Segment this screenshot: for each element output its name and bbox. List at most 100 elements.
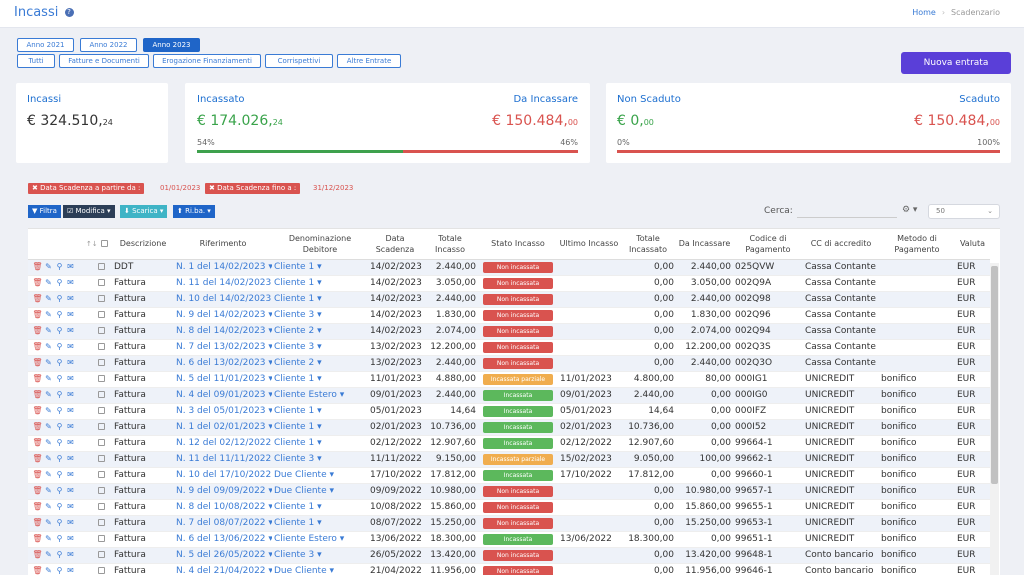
row-select-cell[interactable]: [96, 547, 112, 564]
paperclip-icon[interactable]: ⚲: [56, 470, 63, 479]
row-select-cell[interactable]: [96, 259, 112, 276]
envelope-icon[interactable]: ✉: [67, 310, 74, 319]
col-descrizione[interactable]: Descrizione: [112, 229, 174, 260]
trash-icon[interactable]: 🗑: [32, 454, 43, 463]
row-checkbox[interactable]: [98, 407, 105, 414]
new-entry-button[interactable]: Nuova entrata: [901, 52, 1011, 74]
row-select-cell[interactable]: [96, 563, 112, 575]
trash-icon[interactable]: 🗑: [32, 262, 43, 271]
debitore-link[interactable]: Cliente 2: [274, 326, 315, 336]
caret-down-icon[interactable]: ▾: [268, 326, 272, 336]
row-select-cell[interactable]: [96, 451, 112, 468]
caret-down-icon[interactable]: ▾: [339, 534, 345, 544]
debitore-link[interactable]: Cliente 1: [274, 294, 315, 304]
row-select-cell[interactable]: [96, 387, 112, 404]
row-select-cell[interactable]: [96, 483, 112, 500]
table-scrollbar-thumb[interactable]: [991, 266, 998, 484]
cell-debitore[interactable]: Due Cliente ▾: [272, 467, 368, 484]
cell-debitore[interactable]: Cliente 1 ▾: [272, 275, 368, 292]
col-da-incassare[interactable]: Da Incassare: [676, 229, 733, 260]
trash-icon[interactable]: 🗑: [32, 550, 43, 559]
caret-down-icon[interactable]: ▾: [317, 550, 322, 560]
debitore-link[interactable]: Cliente 3: [274, 454, 315, 464]
paperclip-icon[interactable]: ⚲: [56, 342, 63, 351]
riferimento-link[interactable]: N. 6 del 13/02/2023: [176, 358, 266, 368]
row-checkbox[interactable]: [98, 439, 105, 446]
riferimento-link[interactable]: N. 10 del 17/10/2022: [176, 470, 272, 480]
col-valuta[interactable]: Valuta: [955, 229, 990, 260]
paperclip-icon[interactable]: ⚲: [56, 294, 63, 303]
edit-icon[interactable]: ✎: [45, 550, 52, 559]
edit-icon[interactable]: ✎: [45, 310, 52, 319]
cell-riferimento[interactable]: N. 7 del 13/02/2023 ▾: [174, 339, 272, 356]
debitore-link[interactable]: Cliente 1: [274, 422, 315, 432]
riferimento-link[interactable]: N. 1 del 14/02/2023: [176, 262, 266, 272]
caret-down-icon[interactable]: ▾: [268, 534, 272, 544]
cell-debitore[interactable]: Cliente 1 ▾: [272, 419, 368, 436]
riferimento-link[interactable]: N. 5 del 26/05/2022: [176, 550, 266, 560]
paperclip-icon[interactable]: ⚲: [56, 326, 63, 335]
caret-down-icon[interactable]: ▾: [268, 262, 272, 272]
cell-riferimento[interactable]: N. 7 del 08/07/2022 ▾: [174, 515, 272, 532]
caret-down-icon[interactable]: ▾: [317, 278, 322, 288]
row-checkbox[interactable]: [98, 327, 105, 334]
caret-down-icon[interactable]: ▾: [268, 374, 272, 384]
cell-riferimento[interactable]: N. 6 del 13/02/2023 ▾: [174, 355, 272, 372]
trash-icon[interactable]: 🗑: [32, 566, 43, 575]
paperclip-icon[interactable]: ⚲: [56, 486, 63, 495]
paperclip-icon[interactable]: ⚲: [56, 390, 63, 399]
envelope-icon[interactable]: ✉: [67, 470, 74, 479]
edit-icon[interactable]: ✎: [45, 390, 52, 399]
row-checkbox[interactable]: [98, 519, 105, 526]
trash-icon[interactable]: 🗑: [32, 278, 43, 287]
debitore-link[interactable]: Cliente 3: [274, 310, 315, 320]
envelope-icon[interactable]: ✉: [67, 566, 74, 575]
paperclip-icon[interactable]: ⚲: [56, 550, 63, 559]
edit-icon[interactable]: ✎: [45, 294, 52, 303]
edit-dropdown-button[interactable]: ☑ Modifica ▾: [63, 205, 115, 218]
row-checkbox[interactable]: [98, 263, 105, 270]
filter-date-to-tag[interactable]: ✖ Data Scadenza fino a :: [205, 183, 301, 194]
edit-icon[interactable]: ✎: [45, 454, 52, 463]
trash-icon[interactable]: 🗑: [32, 326, 43, 335]
cell-riferimento[interactable]: N. 4 del 21/04/2022 ▾: [174, 563, 272, 575]
caret-down-icon[interactable]: ▾: [268, 518, 272, 528]
row-select-cell[interactable]: [96, 323, 112, 340]
edit-icon[interactable]: ✎: [45, 358, 52, 367]
type-altre-entrate-button[interactable]: Altre Entrate: [337, 54, 401, 68]
debitore-link[interactable]: Cliente 3: [274, 342, 315, 352]
cell-debitore[interactable]: Cliente 1 ▾: [272, 371, 368, 388]
row-checkbox[interactable]: [98, 311, 105, 318]
debitore-link[interactable]: Cliente 3: [274, 550, 315, 560]
edit-icon[interactable]: ✎: [45, 374, 52, 383]
riferimento-link[interactable]: N. 7 del 13/02/2023: [176, 342, 266, 352]
caret-down-icon[interactable]: ▾: [317, 406, 322, 416]
caret-down-icon[interactable]: ▾: [329, 566, 335, 575]
cell-debitore[interactable]: Cliente 3 ▾: [272, 307, 368, 324]
cell-riferimento[interactable]: N. 9 del 09/09/2022 ▾: [174, 483, 272, 500]
caret-down-icon[interactable]: ▾: [268, 422, 272, 432]
row-checkbox[interactable]: [98, 423, 105, 430]
trash-icon[interactable]: 🗑: [32, 422, 43, 431]
cell-riferimento[interactable]: N. 1 del 14/02/2023 ▾: [174, 259, 272, 276]
edit-icon[interactable]: ✎: [45, 342, 52, 351]
envelope-icon[interactable]: ✉: [67, 390, 74, 399]
cell-riferimento[interactable]: N. 5 del 26/05/2022 ▾: [174, 547, 272, 564]
cell-riferimento[interactable]: N. 6 del 13/06/2022 ▾: [174, 531, 272, 548]
select-all-checkbox[interactable]: [100, 240, 108, 248]
cell-riferimento[interactable]: N. 11 del 11/11/2022 ▾: [174, 451, 272, 468]
row-checkbox[interactable]: [98, 567, 105, 574]
caret-down-icon[interactable]: ▾: [329, 486, 335, 496]
edit-icon[interactable]: ✎: [45, 502, 52, 511]
col-sort-arrows[interactable]: ↑↓: [86, 229, 98, 260]
paperclip-icon[interactable]: ⚲: [56, 358, 63, 367]
edit-icon[interactable]: ✎: [45, 566, 52, 575]
